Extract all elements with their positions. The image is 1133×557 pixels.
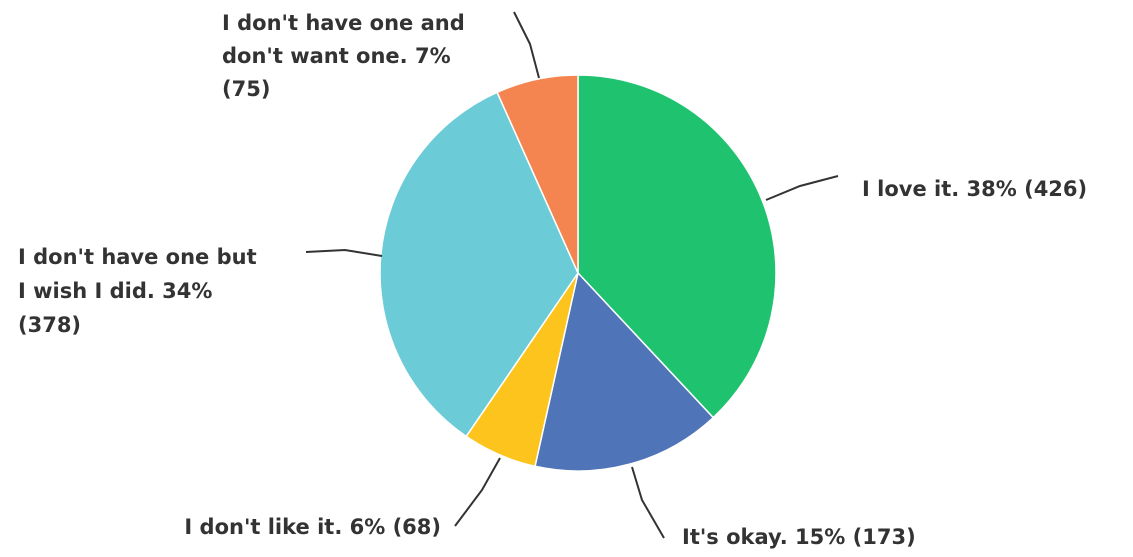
leader-line <box>454 457 501 527</box>
pie-slice <box>577 74 777 419</box>
slice-label: (378) <box>18 313 81 337</box>
slice-label: I love it. 38% (426) <box>862 177 1087 201</box>
slice-label: I wish I did. 34% <box>18 279 212 303</box>
slice-label: I don't have one and <box>222 11 465 35</box>
slice-label: don't want one. 7% <box>222 44 451 68</box>
slice-label: (75) <box>222 77 270 101</box>
slice-label: I don't like it. 6% (68) <box>184 515 441 539</box>
pie-slice <box>534 271 715 472</box>
slice-label: It's okay. 15% (173) <box>682 525 916 549</box>
pie-slice <box>496 74 579 274</box>
leader-line <box>305 248 383 257</box>
leader-line <box>513 11 540 79</box>
leader-line <box>765 175 839 201</box>
slice-label: I don't have one but <box>18 245 257 269</box>
leader-line <box>631 466 665 539</box>
